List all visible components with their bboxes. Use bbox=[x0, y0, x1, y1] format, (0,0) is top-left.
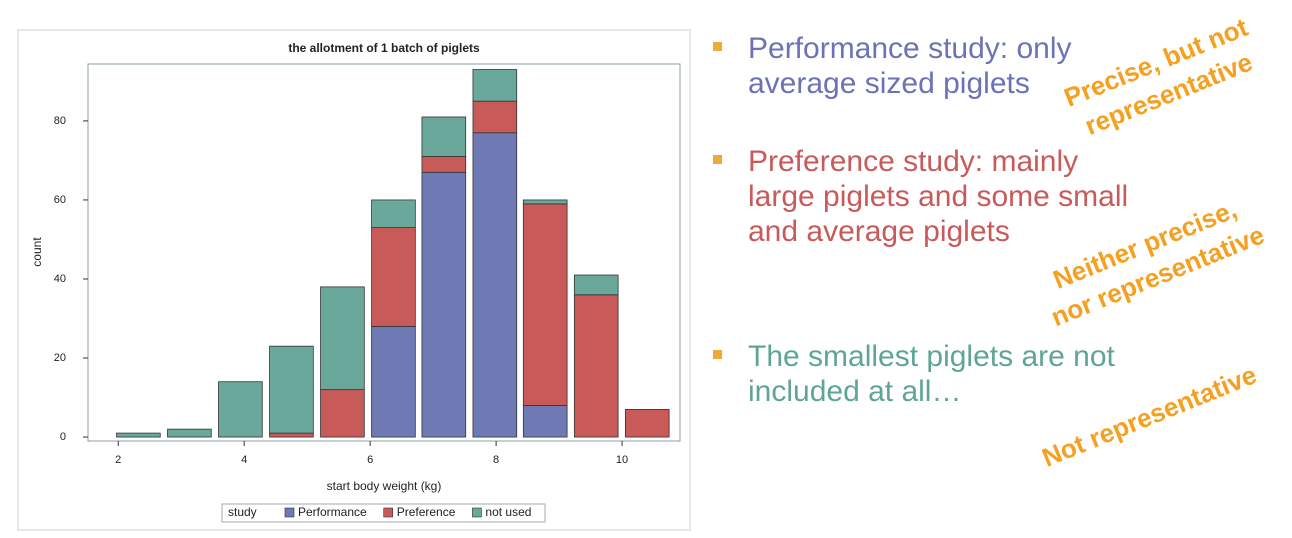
bullet-text: average sized piglets bbox=[748, 67, 1030, 100]
bar-segment bbox=[320, 286, 365, 391]
y-tick-label: 80 bbox=[54, 115, 66, 127]
bar-segment bbox=[573, 294, 619, 438]
bar-segment bbox=[522, 203, 568, 406]
bar-segment bbox=[522, 199, 568, 205]
x-tick-label: 4 bbox=[241, 454, 247, 466]
legend-label: Preference bbox=[397, 505, 456, 519]
y-tick-label: 0 bbox=[60, 431, 66, 443]
legend-label: not used bbox=[485, 505, 531, 519]
x-tick-label: 8 bbox=[493, 454, 499, 466]
bullet-marker bbox=[713, 155, 722, 164]
y-tick-label: 60 bbox=[54, 194, 66, 206]
legend-swatch bbox=[472, 507, 482, 518]
chart-title: the allotment of 1 batch of piglets bbox=[288, 41, 480, 55]
stamp-text: Not representative bbox=[1038, 359, 1261, 472]
bar-segment bbox=[472, 69, 518, 102]
bar-segment bbox=[320, 389, 365, 438]
bar-segment bbox=[269, 345, 314, 434]
x-tick-label: 6 bbox=[367, 454, 373, 466]
bullet-text: and average piglets bbox=[748, 215, 1010, 248]
bullet-marker bbox=[713, 42, 722, 51]
bullet-text: Performance study: only bbox=[748, 32, 1071, 65]
bar-segment bbox=[167, 428, 212, 438]
x-tick-label: 2 bbox=[115, 454, 121, 466]
y-tick-label: 20 bbox=[54, 352, 66, 364]
bar-segment bbox=[269, 432, 314, 438]
legend-swatch bbox=[284, 507, 295, 518]
bar-segment bbox=[116, 432, 161, 438]
bullet-marker bbox=[713, 350, 722, 359]
bar-segment bbox=[371, 325, 416, 438]
bar-segment bbox=[218, 381, 263, 438]
legend-swatch bbox=[383, 507, 394, 518]
x-axis-title: start body weight (kg) bbox=[327, 479, 442, 493]
bar-segment bbox=[421, 171, 467, 438]
legend-label: Performance bbox=[298, 505, 367, 519]
bar-segment bbox=[421, 116, 467, 157]
bullet-text: The smallest piglets are not bbox=[748, 340, 1116, 373]
bar-segment bbox=[371, 199, 416, 229]
bullet-text: Preference study: mainly bbox=[748, 145, 1078, 178]
bar-segment bbox=[472, 100, 518, 134]
bar-segment bbox=[624, 408, 670, 438]
bar-segment bbox=[421, 156, 467, 173]
stamp: Not representative bbox=[1038, 359, 1261, 472]
bar-segment bbox=[522, 405, 568, 438]
bar-segment bbox=[573, 274, 619, 296]
legend-title: study bbox=[228, 505, 257, 519]
bar-segment bbox=[472, 132, 518, 438]
x-tick-label: 10 bbox=[616, 454, 628, 466]
plot-area bbox=[87, 63, 681, 442]
bullet-text: included at all… bbox=[748, 375, 961, 408]
y-axis-title: count bbox=[30, 237, 44, 267]
bar-segment bbox=[371, 227, 416, 327]
y-tick-label: 40 bbox=[54, 273, 66, 285]
bullet-text: large piglets and some small bbox=[748, 180, 1128, 213]
